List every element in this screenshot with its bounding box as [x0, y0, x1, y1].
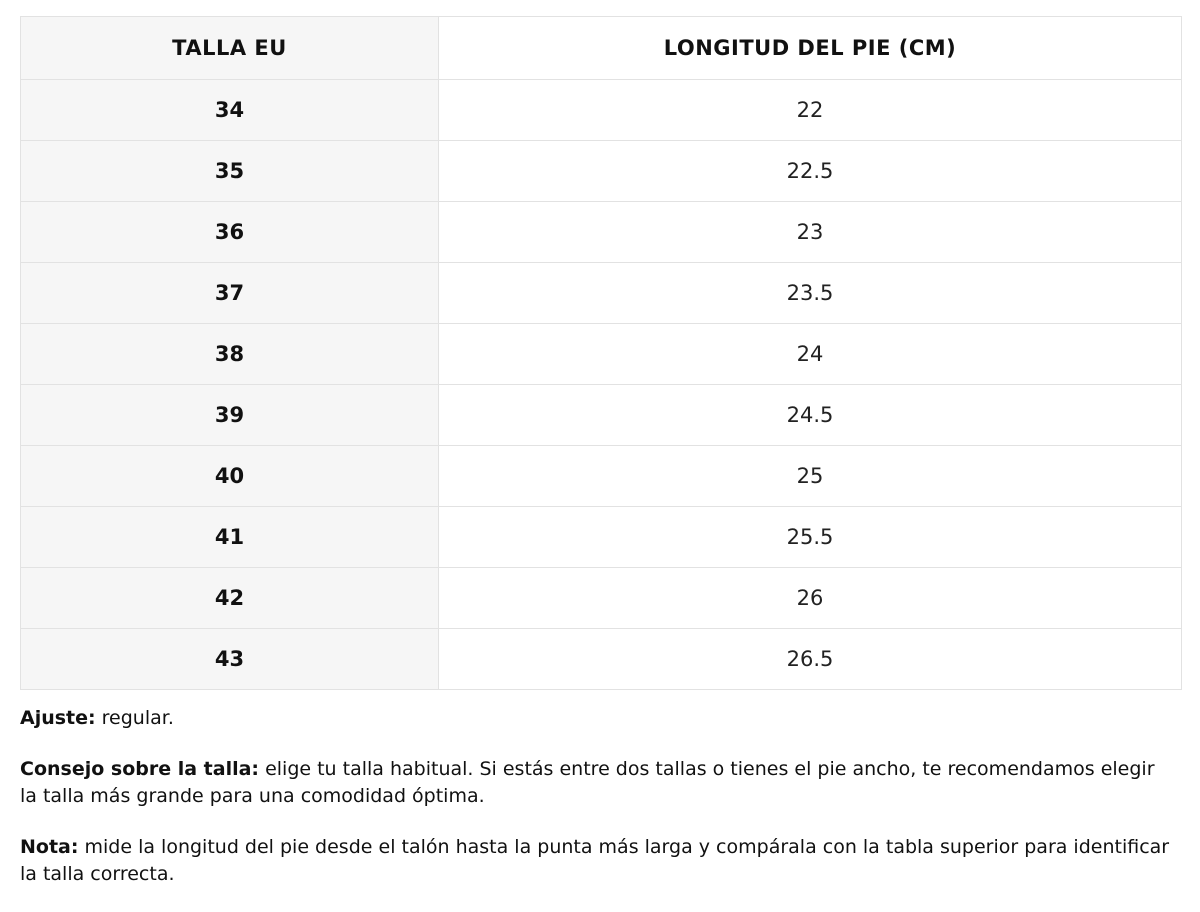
table-row: 36 23 [20, 201, 1182, 263]
measurement-note-label: Nota: [20, 836, 79, 858]
size-chart-table: TALLA EU LONGITUD DEL PIE (CM) 34 22 35 … [20, 16, 1182, 690]
eu-size-cell: 37 [20, 262, 439, 324]
table-row: 43 26.5 [20, 628, 1182, 690]
foot-length-cell: 22 [438, 79, 1182, 141]
table-row: 38 24 [20, 323, 1182, 385]
eu-size-cell: 36 [20, 201, 439, 263]
table-row: 34 22 [20, 79, 1182, 141]
size-advice-text: elige tu talla habitual. Si estás entre … [20, 758, 1155, 807]
foot-length-cell: 24.5 [438, 384, 1182, 446]
foot-length-cell: 23 [438, 201, 1182, 263]
column-header-eu-size: TALLA EU [20, 16, 439, 80]
table-header-row: TALLA EU LONGITUD DEL PIE (CM) [20, 16, 1182, 80]
table-row: 35 22.5 [20, 140, 1182, 202]
column-header-foot-length: LONGITUD DEL PIE (CM) [438, 16, 1182, 80]
foot-length-cell: 22.5 [438, 140, 1182, 202]
fit-text: regular. [95, 707, 174, 729]
foot-length-cell: 25.5 [438, 506, 1182, 568]
foot-length-cell: 26.5 [438, 628, 1182, 690]
size-advice-label: Consejo sobre la talla: [20, 758, 260, 780]
eu-size-cell: 35 [20, 140, 439, 202]
fit-note: Ajuste: regular. [20, 705, 1170, 732]
sizing-notes: Ajuste: regular. Consejo sobre la talla:… [20, 705, 1170, 912]
foot-length-cell: 24 [438, 323, 1182, 385]
table-row: 37 23.5 [20, 262, 1182, 324]
eu-size-cell: 34 [20, 79, 439, 141]
table-row: 42 26 [20, 567, 1182, 629]
eu-size-cell: 42 [20, 567, 439, 629]
table-row: 41 25.5 [20, 506, 1182, 568]
foot-length-cell: 26 [438, 567, 1182, 629]
eu-size-cell: 43 [20, 628, 439, 690]
eu-size-cell: 39 [20, 384, 439, 446]
foot-length-cell: 23.5 [438, 262, 1182, 324]
size-advice-note: Consejo sobre la talla: elige tu talla h… [20, 756, 1170, 810]
table-row: 40 25 [20, 445, 1182, 507]
foot-length-cell: 25 [438, 445, 1182, 507]
measurement-note-text: mide la longitud del pie desde el talón … [20, 836, 1170, 885]
eu-size-cell: 40 [20, 445, 439, 507]
eu-size-cell: 38 [20, 323, 439, 385]
measurement-note: Nota: mide la longitud del pie desde el … [20, 834, 1170, 888]
eu-size-cell: 41 [20, 506, 439, 568]
table-row: 39 24.5 [20, 384, 1182, 446]
fit-label: Ajuste: [20, 707, 96, 729]
